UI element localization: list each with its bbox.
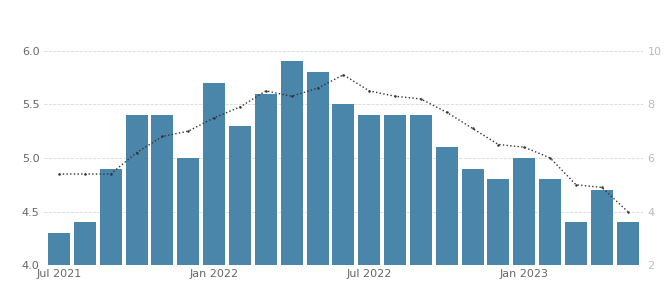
Bar	[178, 158, 199, 298]
Bar	[488, 179, 509, 298]
Bar	[358, 115, 380, 298]
Bar	[74, 222, 96, 298]
Bar	[436, 147, 458, 298]
Bar	[100, 169, 122, 298]
Bar	[591, 190, 613, 298]
Bar	[125, 115, 147, 298]
Bar	[539, 179, 561, 298]
Bar	[332, 104, 354, 298]
Bar	[513, 158, 535, 298]
Bar	[384, 115, 406, 298]
Bar	[203, 83, 225, 298]
Bar	[565, 222, 587, 298]
Bar	[151, 115, 174, 298]
Bar	[281, 61, 303, 298]
Bar	[48, 233, 70, 298]
Bar	[462, 169, 484, 298]
Bar	[255, 94, 277, 298]
Bar	[410, 115, 432, 298]
Bar	[307, 72, 328, 298]
Bar	[229, 126, 251, 298]
Bar	[616, 222, 639, 298]
